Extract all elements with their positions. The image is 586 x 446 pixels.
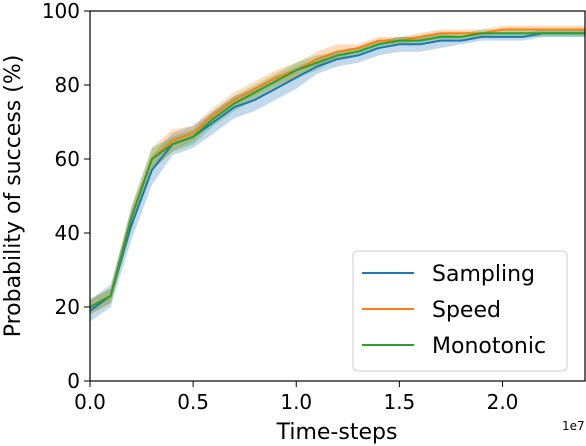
- x-axis-offset-label: 1e7: [562, 419, 585, 433]
- legend-label: Sampling: [432, 262, 535, 287]
- plot-frame: [89, 10, 586, 382]
- x-axis-ticks: 0.0 0.5 1.0 1.5 2.0: [74, 381, 518, 414]
- y-tick-label: 80: [55, 73, 80, 97]
- y-tick-label: 60: [55, 147, 80, 171]
- legend-label: Monotonic: [432, 334, 546, 359]
- y-tick-label: 100: [42, 0, 80, 23]
- series-line-speed: [89, 28, 585, 308]
- x-tick-label: 1.5: [383, 390, 415, 414]
- x-tick-label: 2.0: [487, 390, 519, 414]
- series-lines: [89, 28, 585, 312]
- legend-label: Speed: [432, 298, 501, 323]
- y-axis-ticks: 0 20 40 60 80 100: [42, 0, 90, 393]
- legend: Sampling Speed Monotonic: [352, 250, 568, 372]
- y-axis-label: Probability of success (%): [1, 55, 26, 338]
- x-tick-label: 0.0: [74, 390, 106, 414]
- x-tick-label: 1.0: [280, 390, 312, 414]
- x-tick-label: 0.5: [177, 390, 209, 414]
- x-axis-label: Time-steps: [276, 420, 398, 445]
- y-tick-label: 20: [55, 295, 80, 319]
- legend-box: [352, 250, 568, 372]
- y-tick-label: 40: [55, 221, 80, 245]
- series-line-monotonic: [89, 32, 585, 308]
- y-tick-label: 0: [67, 369, 80, 393]
